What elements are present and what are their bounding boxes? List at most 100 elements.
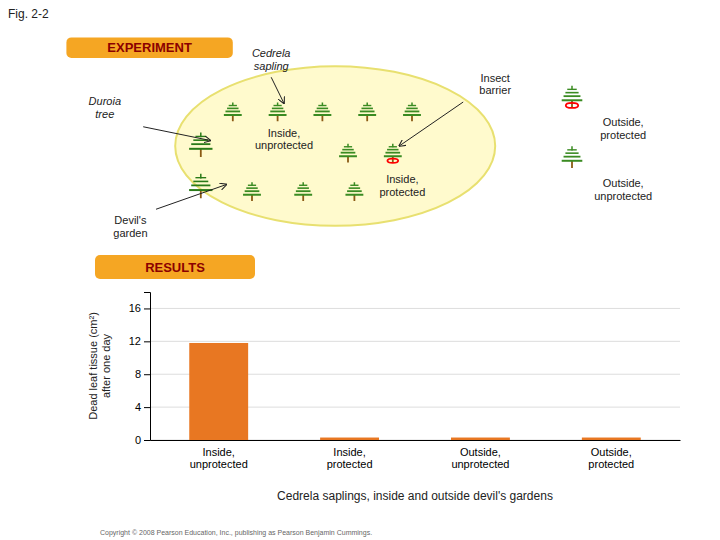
diagram-label-line: Outside, xyxy=(603,177,644,189)
x-tick-label: Inside,protected xyxy=(327,446,373,471)
tree-branch xyxy=(270,111,285,113)
diagram-label: Outside,unprotected xyxy=(594,177,652,202)
tree-branch xyxy=(245,190,260,192)
pointer-arrow xyxy=(156,185,226,210)
figure: Fig. 2-2EXPERIMENTCedrelasaplingDuroiatr… xyxy=(0,0,720,540)
x-tick: Outside,protected xyxy=(588,446,634,471)
tree-branch xyxy=(246,187,257,189)
figure-label-line: Fig. 2-2 xyxy=(8,7,49,21)
tree-icon xyxy=(189,132,212,157)
bar xyxy=(320,438,379,440)
tree-icon xyxy=(243,182,261,201)
tree-icon xyxy=(403,102,421,121)
tree-branch xyxy=(227,108,238,110)
tree-top xyxy=(200,174,202,179)
tree-branch xyxy=(406,108,417,110)
bar xyxy=(189,343,248,440)
x-tick-label: Outside,protected xyxy=(588,446,634,471)
tree-top xyxy=(302,182,304,186)
figure-label: Fig. 2-2 xyxy=(8,7,49,21)
y-tick-mark xyxy=(144,341,150,342)
copyright-line: Copyright © 2008 Pearson Education, Inc.… xyxy=(100,529,372,537)
tree-icon xyxy=(189,174,212,199)
tree-trunk xyxy=(571,100,573,107)
tree-branch xyxy=(191,184,210,186)
tree-icon xyxy=(358,102,376,121)
tree-branch xyxy=(387,149,398,151)
tree-branch xyxy=(565,152,578,154)
tree-branch xyxy=(342,149,353,151)
y-tick-label: 4 xyxy=(135,401,141,413)
tree-branch xyxy=(385,152,400,154)
diagram-label: Devil'sgarden xyxy=(113,214,147,239)
tree-branch xyxy=(339,155,357,157)
diagram-label: Insectbarrier xyxy=(479,72,511,97)
x-tick: Outside,unprotected xyxy=(451,446,509,471)
diagram-label: Inside,unprotected xyxy=(255,127,313,152)
diagram-label-line: Inside, xyxy=(386,173,418,185)
tree-branch xyxy=(564,95,581,97)
diagram-label-line: protected xyxy=(600,129,646,141)
tree-branch xyxy=(345,194,363,196)
devils-garden xyxy=(175,66,495,226)
x-axis: Inside,unprotectedInside,protectedOutsid… xyxy=(151,441,681,471)
bars xyxy=(189,343,640,440)
tree-branch xyxy=(224,114,242,116)
tree-top xyxy=(251,182,253,186)
y-tick-mark xyxy=(144,374,150,375)
tree-branch xyxy=(361,108,372,110)
y-tick: 12 xyxy=(129,335,150,347)
diagram-label-line: tree xyxy=(95,108,114,120)
diagram-label-line: Inside, xyxy=(268,127,300,139)
tree-icon xyxy=(384,144,402,163)
y-axis-line xyxy=(144,293,151,441)
y-axis-title: Dead leaf tissue (cm²)after one day xyxy=(87,312,112,420)
tree-top xyxy=(347,144,349,148)
tree-branch xyxy=(191,143,210,145)
x-axis-line xyxy=(151,440,681,441)
diagram-label-line: Outside, xyxy=(603,116,644,128)
diagram-label: Outside,protected xyxy=(600,116,646,141)
tree-branch xyxy=(243,194,261,196)
grid-line xyxy=(150,308,680,309)
y-tick: 8 xyxy=(135,368,150,380)
tree-branch xyxy=(315,111,330,113)
tree-branch xyxy=(384,155,402,157)
diagram-label-line: Cedrela xyxy=(252,47,291,59)
x-tick-label-line: Inside, xyxy=(202,446,234,458)
x-tick-label-line: unprotected xyxy=(190,458,248,470)
y-tick-label: 16 xyxy=(129,302,141,314)
diagram-label-line: Duroia xyxy=(89,95,121,107)
diagram-label-line: Insect xyxy=(481,72,510,84)
tree-branch xyxy=(564,156,581,158)
tree-branch xyxy=(562,160,583,162)
tree-branch xyxy=(349,187,360,189)
tree-trunk xyxy=(200,149,202,157)
x-tick-label-line: Outside, xyxy=(591,446,632,458)
x-tick-label-line: unprotected xyxy=(451,458,509,470)
tree-branch xyxy=(313,114,331,116)
y-tick-mark xyxy=(144,440,150,441)
grid-line xyxy=(150,341,680,342)
tree-branch xyxy=(294,194,312,196)
tree-branch xyxy=(193,181,208,183)
x-tick-label: Inside,unprotected xyxy=(190,446,248,471)
tree-icon xyxy=(224,102,242,121)
y-tick-label: 0 xyxy=(135,434,141,446)
x-tick-label: Outside,unprotected xyxy=(451,446,509,471)
section-label: RESULTS xyxy=(145,260,205,275)
y-tick: 4 xyxy=(135,401,150,413)
tree-branch xyxy=(403,114,421,116)
tree-branch xyxy=(296,190,311,192)
annotations: Fig. 2-2EXPERIMENTCedrelasaplingDuroiatr… xyxy=(8,7,652,536)
diagram-label: Cedrelasapling xyxy=(252,47,291,72)
x-tick-label-line: Outside, xyxy=(460,446,501,458)
tree-icon xyxy=(345,182,363,201)
bar xyxy=(451,438,510,440)
y-tick-mark xyxy=(144,308,150,309)
tree-branch xyxy=(405,111,420,113)
diagram-label-line: unprotected xyxy=(255,139,313,151)
diagram-label-line: garden xyxy=(113,227,147,239)
diagram-label: Inside,protected xyxy=(379,173,425,198)
section-label-line: RESULTS xyxy=(145,260,205,275)
